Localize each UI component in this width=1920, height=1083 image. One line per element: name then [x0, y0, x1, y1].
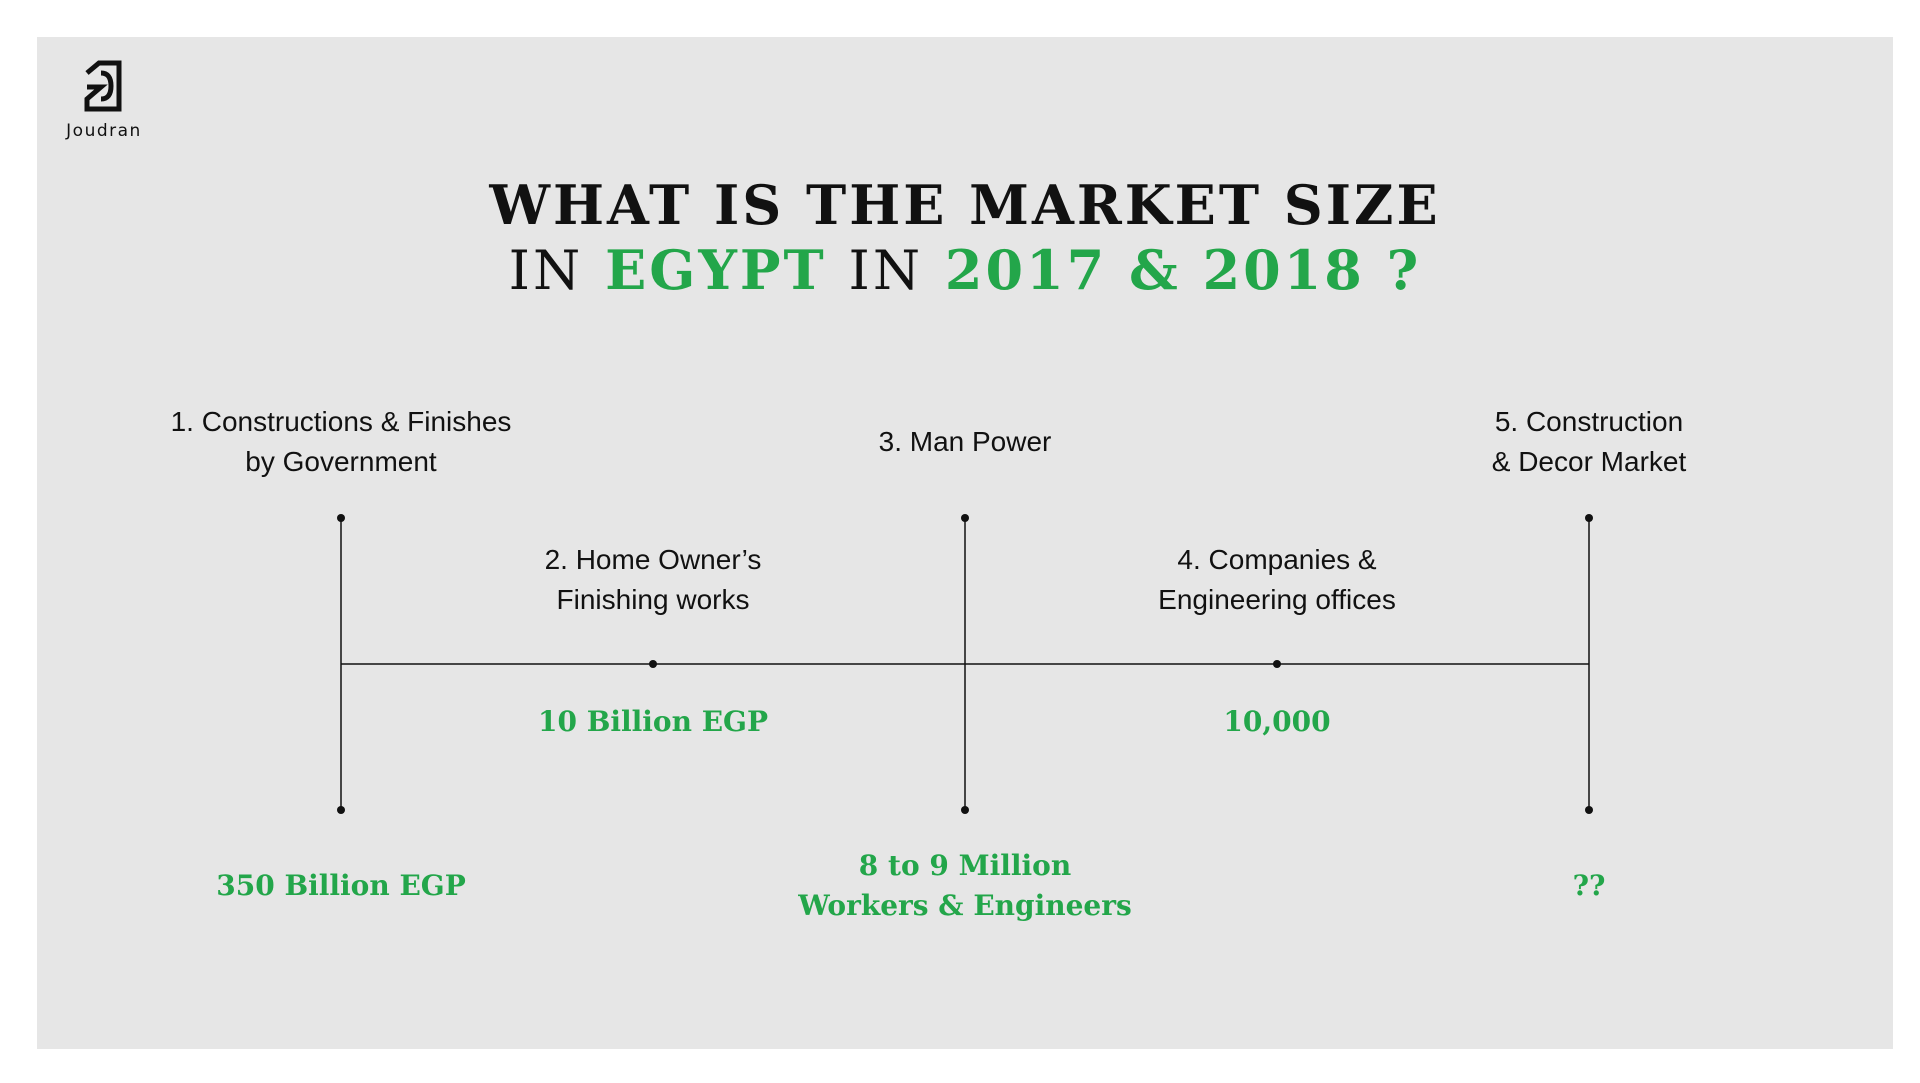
item-3-label-line-1: 3. Man Power [878, 426, 1052, 457]
timeline-dot-3-top [961, 514, 969, 522]
logo: Joudran [59, 59, 149, 141]
item-5-label: 5. Construction & Decor Market [1359, 402, 1819, 482]
timeline-diagram [337, 514, 1593, 814]
item-1-label: 1. Constructions & Finishes by Governmen… [111, 402, 571, 482]
timeline-dot-5-bottom [1585, 806, 1593, 814]
item-5-value: ?? [1359, 866, 1819, 906]
item-5-label-line-1: 5. Construction [1494, 406, 1684, 437]
slide: Joudran WHAT IS THE MARKET SIZE IN EGYPT… [37, 37, 1893, 1049]
page-title-line-1: WHAT IS THE MARKET SIZE [489, 173, 1441, 237]
page-title-line-2: IN EGYPT IN 2017 & 2018 ? [37, 237, 1893, 304]
item-4-value-line-1: 10,000 [1223, 705, 1331, 738]
item-3-value: 8 to 9 Million Workers & Engineers [735, 846, 1195, 926]
item-2-label-line-2: Finishing works [556, 584, 750, 615]
item-4-value: 10,000 [1047, 702, 1507, 742]
item-4-label: 4. Companies & Engineering offices [1047, 540, 1507, 620]
item-4-label-line-1: 4. Companies & [1177, 544, 1377, 575]
timeline-dot-1-bottom [337, 806, 345, 814]
item-1-value-line-1: 350 Billion EGP [216, 869, 466, 902]
item-5-value-line-1: ?? [1572, 869, 1606, 902]
timeline-dot-2 [649, 660, 657, 668]
item-2-label: 2. Home Owner’s Finishing works [423, 540, 883, 620]
item-2-value: 10 Billion EGP [423, 702, 883, 742]
item-3-label: 3. Man Power [735, 422, 1195, 462]
timeline-dot-1-top [337, 514, 345, 522]
title-years: 2017 & 2018 ? [944, 238, 1422, 302]
timeline-dot-4 [1273, 660, 1281, 668]
item-1-value: 350 Billion EGP [111, 866, 571, 906]
title-in-2: IN [848, 239, 924, 302]
joudran-logo-icon [84, 60, 122, 112]
item-1-label-line-1: 1. Constructions & Finishes [170, 406, 512, 437]
item-1-label-line-2: by Government [245, 446, 437, 477]
item-3-value-line-1: 8 to 9 Million [858, 849, 1072, 882]
timeline-dot-3-bottom [961, 806, 969, 814]
item-3-value-line-2: Workers & Engineers [798, 889, 1132, 922]
logo-text: Joudran [66, 121, 142, 141]
timeline-dot-5-top [1585, 514, 1593, 522]
item-4-label-line-2: Engineering offices [1158, 584, 1396, 615]
item-2-label-line-1: 2. Home Owner’s [544, 544, 762, 575]
title-in-1: IN [508, 239, 584, 302]
item-2-value-line-1: 10 Billion EGP [537, 705, 768, 738]
item-5-label-line-2: & Decor Market [1491, 446, 1687, 477]
title-egypt: EGYPT [605, 238, 827, 302]
